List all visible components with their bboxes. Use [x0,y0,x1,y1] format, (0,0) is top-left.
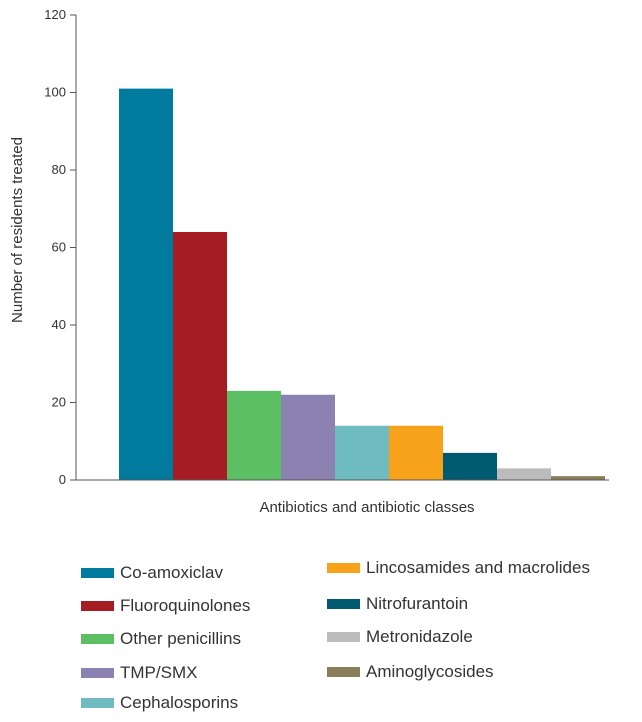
bar-other-penicillins [227,390,281,480]
y-tick-label: 0 [59,472,66,487]
bar-nitrofurantoin [443,452,497,480]
bar-aminoglycosides [551,476,605,480]
legend-item-cephalosporins: Cephalosporins [81,692,238,714]
bars [76,88,609,481]
legend-swatch [81,668,114,678]
legend-item-other-penicillins: Other penicillins [81,628,241,650]
bar-cephalosporins [335,425,389,480]
bar-chart: 0 20 40 60 80 100 120 Antibiotics and antibiot… [9,7,609,516]
legend-item-co-amoxiclav: Co-amoxiclav [81,562,223,584]
legend-item-lincosamides-and-macrolides: Lincosamides and macrolides [327,557,590,579]
legend-swatch [327,667,360,677]
legend-item-nitrofurantoin: Nitrofurantoin [327,593,468,615]
bar-co-amoxiclav [119,88,173,480]
legend-label: Nitrofurantoin [366,594,469,613]
y-tick-label: 40 [52,317,66,332]
legend-swatch [327,632,360,642]
legend-swatch [327,563,360,573]
legend-item-aminoglycosides: Aminoglycosides [327,661,494,683]
y-tick-label: 20 [52,395,66,410]
legend-label: Aminoglycosides [366,662,494,681]
legend-label: TMP/SMX [120,663,198,682]
y-axis-title: Number of residents treated [9,137,26,323]
legend-label: Fluoroquinolones [120,596,251,615]
bar-metronidazole [497,468,551,480]
legend-item-tmp-smx: TMP/SMX [81,662,197,684]
legend-swatch [81,698,114,708]
legend-label: Cephalosporins [120,693,239,712]
x-axis-title: Antibiotics and antibiotic classes [259,499,474,516]
y-tick-label: 60 [52,240,66,255]
legend-label: Co-amoxiclav [120,563,223,582]
bar-lincosamides-and-macrolides [389,425,443,480]
y-tick-label: 80 [52,162,66,177]
legend-label: Lincosamides and macrolides [366,558,590,577]
legend-item-fluoroquinolones: Fluoroquinolones [81,595,250,617]
y-tick-label: 120 [44,7,66,22]
legend-label: Other penicillins [120,629,241,648]
legend-swatch [81,634,114,644]
legend-swatch [327,599,360,609]
y-axis: 0 20 40 60 80 100 120 [44,7,77,487]
legend-item-metronidazole: Metronidazole [327,626,473,648]
legend-label: Metronidazole [366,627,473,646]
bar-fluoroquinolones [173,232,227,480]
y-tick-label: 100 [44,85,66,100]
legend-swatch [81,568,114,578]
bar-tmp-smx [281,394,335,480]
legend-swatch [81,601,114,611]
